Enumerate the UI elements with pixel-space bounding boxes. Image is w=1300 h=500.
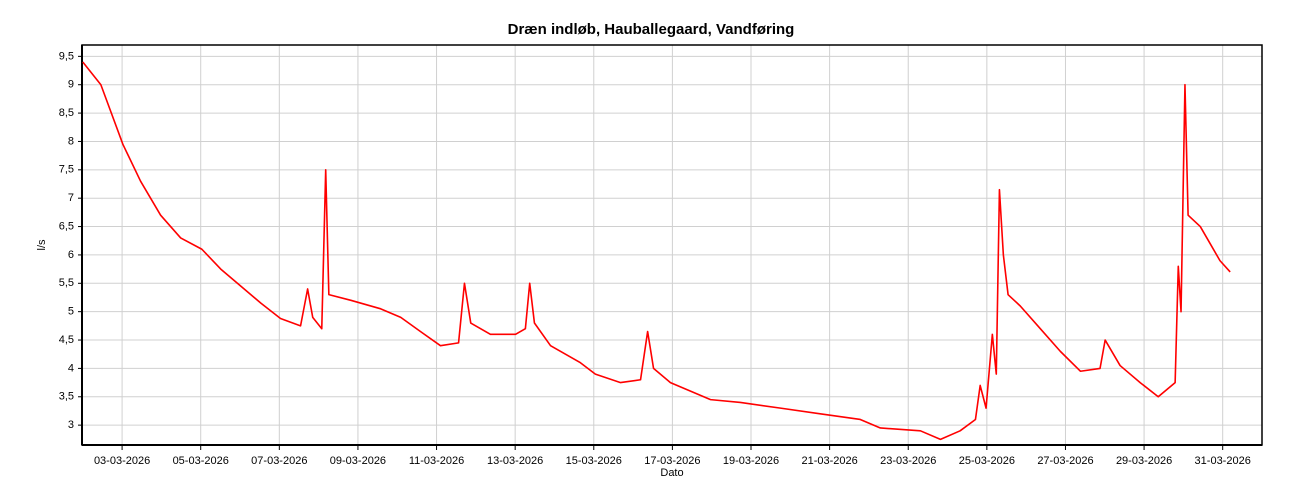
x-tick-label: 25-03-2026 [959, 455, 1015, 467]
y-tick-label: 7,5 [59, 164, 74, 176]
x-tick-label: 13-03-2026 [487, 455, 543, 467]
x-tick-label: 05-03-2026 [173, 455, 229, 467]
y-tick-label: 4 [68, 362, 74, 374]
y-tick-label: 7 [68, 192, 74, 204]
x-tick-label: 27-03-2026 [1037, 455, 1093, 467]
y-tick-label: 4,5 [59, 334, 74, 346]
chart-title: Dræn indløb, Hauballegaard, Vandføring [508, 21, 795, 38]
y-tick-label: 9 [68, 79, 74, 91]
x-tick-label: 21-03-2026 [801, 455, 857, 467]
x-axis-label: Dato [660, 467, 683, 479]
x-tick-label: 09-03-2026 [330, 455, 386, 467]
y-tick-label: 5 [68, 306, 74, 318]
x-tick-label: 29-03-2026 [1116, 455, 1172, 467]
y-tick-label: 3 [68, 419, 74, 431]
y-tick-label: 8,5 [59, 107, 74, 119]
x-tick-label: 07-03-2026 [251, 455, 307, 467]
y-tick-label: 3,5 [59, 391, 74, 403]
y-tick-label: 5,5 [59, 277, 74, 289]
y-tick-label: 6,5 [59, 220, 74, 232]
x-tick-label: 19-03-2026 [723, 455, 779, 467]
data-line [82, 61, 1231, 441]
x-tick-label: 15-03-2026 [566, 455, 622, 467]
y-tick-label: 8 [68, 135, 74, 147]
x-tick-label: 03-03-2026 [94, 455, 150, 467]
x-tick-label: 23-03-2026 [880, 455, 936, 467]
y-tick-label: 9,5 [59, 50, 74, 62]
x-tick-label: 11-03-2026 [409, 455, 464, 467]
x-tick-label: 17-03-2026 [644, 455, 700, 467]
y-axis-label: l/s [36, 239, 48, 251]
x-tick-label: 31-03-2026 [1195, 455, 1251, 467]
y-tick-label: 6 [68, 249, 74, 261]
